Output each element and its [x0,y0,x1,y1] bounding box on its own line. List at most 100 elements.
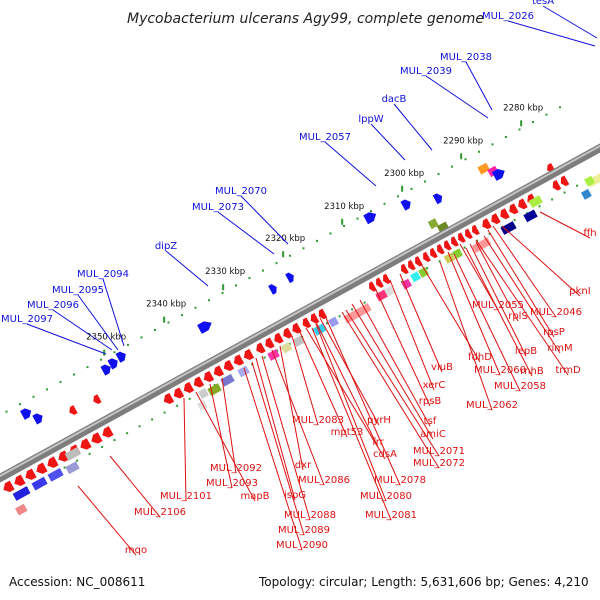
leader-line [305,327,386,460]
minus-gene-label: amiC [420,429,446,440]
inner-ruler-dot [351,308,354,311]
leader-line [483,235,561,354]
ruler-dot [518,128,521,131]
kbp-tick-label: 2310 kbp [324,202,364,212]
minus-gene-label: MUL_2080 [360,491,412,502]
leader-line [209,383,233,489]
plus-gene-arrow [32,413,43,425]
leader-line [345,309,440,457]
inner-ruler-dot [338,315,341,318]
plus-gene-label: dipZ [155,241,177,252]
minus-gene-label: MUL_2062 [466,400,518,411]
ruler-dot [221,291,224,294]
leader-line [311,327,392,521]
ruler-dot [437,173,440,176]
ruler-dot [410,187,413,190]
ruler-dot [491,143,494,146]
inner-ruler-dot [488,232,491,235]
minus-gene-label: cdsA [373,449,397,460]
minus-gene-label: fdhD [468,352,492,363]
plus-gene-label: tesA [532,0,554,7]
ruler-dot [59,380,62,383]
feature-box [523,209,538,223]
minus-gene-label: MUL_2088 [284,510,336,521]
minus-gene-label: MUL_2101 [160,491,212,502]
plus-gene-arrow [432,193,443,205]
minus-gene-label: rplS [508,311,528,322]
minus-gene-arrow [437,243,445,255]
feature-box [418,266,429,278]
feature-box [280,342,293,354]
leader-line [255,357,296,501]
inner-ruler-dot [163,411,166,414]
ruler-dot [234,284,237,287]
inner-ruler-dot [251,363,254,366]
inner-ruler-dot [576,184,579,187]
kbp-ruler: 2280 kbp 2290 kbp 2300 kbp 2310 kbp 2320 kbp… [5,103,591,497]
minus-gene-arrow [465,228,473,239]
minus-gene-arrow [472,224,480,236]
ruler-dot [167,321,170,324]
plus-gene-label: MUL_2039 [400,66,452,77]
minus-gene-label: MUL_2090 [276,540,328,551]
minus-gene-arrow [458,232,466,243]
ruler-dot [558,106,561,109]
minus-gene-label: trmD [555,365,581,376]
ruler-dot [369,210,372,213]
minus-gene-label: ispG [284,490,306,501]
minus-gene-arrow [491,213,501,225]
ruler-dot [315,239,318,242]
minus-gene-label: MUL_2060 [474,365,526,376]
leader-line [52,309,113,351]
plus-gene-label: MUL_2094 [77,269,129,280]
leader-line [26,323,107,355]
plus-gene-arrow [491,168,505,181]
minus-gene-label: mpt53 [331,427,364,438]
minus-gene-arrow [560,175,570,187]
backbone-line [0,143,600,483]
plus-gene-label: MUL_2097 [1,314,53,325]
leader-line [542,5,598,39]
minus-gene-arrow [500,208,510,220]
plus-gene-arrow [400,199,411,211]
minus-gene-arrow [318,308,328,320]
leader-line [77,294,119,351]
kbp-tick-label: 2280 kbp [503,103,543,113]
minus-gene-arrow [302,317,312,329]
minus-gene-arrow [163,392,175,405]
minus-gene-arrow [310,313,320,324]
gene-track [3,162,600,516]
ruler-dot [180,314,183,317]
ruler-dot [194,306,197,309]
minus-gene-arrow [383,273,391,285]
plus-gene-label: MUL_2073 [192,202,244,213]
leader-line [439,261,493,411]
inner-ruler-dot [276,349,279,352]
minus-gene-arrow [423,251,431,263]
minus-gene-arrow [518,198,528,210]
leader-line [183,397,187,502]
minus-gene-arrow [451,236,459,247]
leader-line [459,243,499,311]
feature-box [500,221,517,235]
ruler-dot [450,165,453,168]
ruler-dot [504,135,507,138]
minus-gene-arrow [283,327,293,339]
leader-line [475,241,519,322]
minus-gene-arrow [36,462,48,474]
minus-gene-arrow [233,354,245,366]
feature-box [15,503,28,516]
leader-line [453,253,521,392]
kbp-tick-label: 2340 kbp [146,300,186,310]
minus-gene-label: MUL_2092 [210,463,262,474]
leader-line [165,250,209,287]
minus-gene-label: rpsP [543,327,565,338]
leader-line [299,331,348,438]
leader-line [341,311,440,469]
minus-gene-arrow [482,218,492,230]
plus-gene-arrow [115,351,126,363]
ruler-dot [261,269,264,272]
feature-box [31,476,48,491]
leader-line [375,289,431,407]
